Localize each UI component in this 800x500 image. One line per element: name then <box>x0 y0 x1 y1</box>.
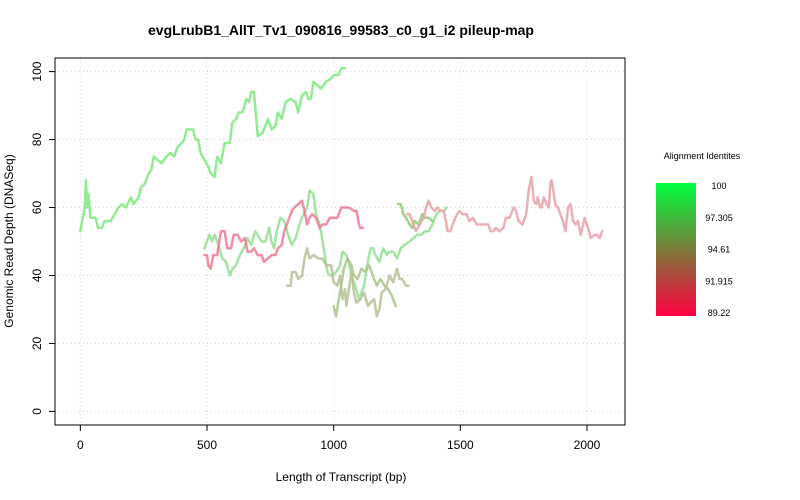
x-tick-label: 1000 <box>320 438 347 452</box>
legend-tick-label: 89.22 <box>708 308 731 318</box>
y-tick-label: 80 <box>30 133 44 147</box>
x-tick-label: 500 <box>197 438 217 452</box>
y-tick-label: 20 <box>30 336 44 350</box>
x-tick-label: 1500 <box>447 438 474 452</box>
legend-tick-label: 91.915 <box>705 276 733 286</box>
legend-tick-label: 97.305 <box>705 213 733 223</box>
legend: Alignment Identites 100 97.305 94.61 91.915… <box>656 151 741 318</box>
x-tick-label: 2000 <box>574 438 601 452</box>
legend-tick-label: 94.61 <box>708 245 731 255</box>
legend-title: Alignment Identites <box>664 151 741 161</box>
y-tick-label: 0 <box>30 408 44 415</box>
x-axis: 0 500 1000 1500 2000 <box>77 425 601 452</box>
legend-ticks: 100 97.305 94.61 91.915 89.22 <box>705 181 733 318</box>
y-tick-label: 60 <box>30 201 44 215</box>
series-line <box>332 257 397 318</box>
x-axis-label: Length of Transcript (bp) <box>276 470 407 484</box>
y-axis: 0 20 40 60 80 100 <box>30 61 55 415</box>
legend-tick-label: 100 <box>711 181 726 191</box>
legend-color-bar <box>656 183 696 316</box>
grid <box>55 58 625 425</box>
series-group <box>79 66 604 318</box>
series-line <box>203 189 448 301</box>
series-line <box>203 199 365 270</box>
chart-title: evgLrubB1_AllT_Tv1_090816_99583_c0_g1_i2… <box>148 22 534 38</box>
y-axis-label: Genomic Read Depth (DNASeq) <box>2 154 16 327</box>
series-line <box>405 175 604 240</box>
y-tick-label: 100 <box>30 61 44 81</box>
plot-frame <box>54 57 626 426</box>
y-tick-label: 40 <box>30 268 44 282</box>
series-line <box>79 66 347 233</box>
x-tick-label: 0 <box>77 438 84 452</box>
series-line <box>285 247 410 318</box>
